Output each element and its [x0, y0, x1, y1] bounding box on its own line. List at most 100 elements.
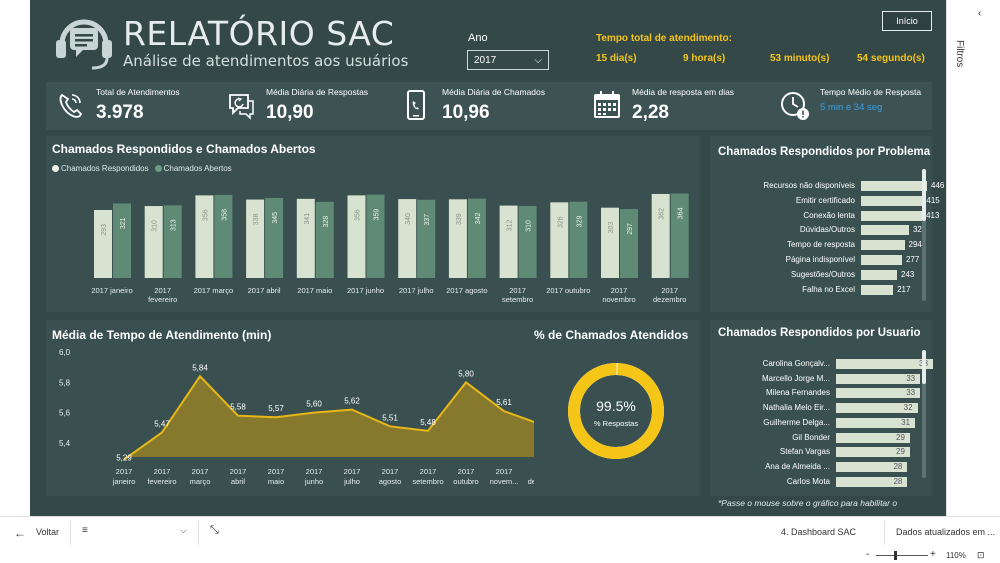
donut-panel[interactable]: % de Chamados Atendidos 99.5% % Resposta… [534, 320, 700, 496]
kpi-bar: Total de Atendimentos 3.978 Média Diária… [46, 82, 932, 130]
x-tick-label: 2017 julho [399, 286, 434, 295]
time-chart-panel[interactable]: Média de Tempo de Atendimento (min) 6,0 5… [46, 320, 534, 496]
x-tick-label: 2017 [154, 467, 171, 476]
clock-alert-icon [781, 92, 809, 120]
users-scrollbar[interactable] [922, 350, 926, 478]
users-bar-chart[interactable]: Carolina Gonçalv...38Marcello Jorge M...… [710, 320, 933, 496]
back-arrow-icon[interactable]: ← [14, 526, 26, 540]
hbar[interactable] [861, 210, 923, 221]
data-label: 326 [557, 216, 564, 228]
hbar[interactable] [836, 461, 908, 472]
bar-respondidos [144, 206, 163, 278]
zoom-slider-thumb[interactable] [894, 551, 897, 560]
x-tick-label: novem... [490, 477, 519, 486]
bar-value-label: 31 [901, 417, 911, 427]
data-label: 5,80 [458, 369, 474, 378]
bar-abertos [163, 205, 182, 278]
pages-menu-icon[interactable]: ≡ [82, 525, 88, 536]
data-label: 5,60 [306, 400, 322, 409]
hbar[interactable] [836, 359, 933, 369]
x-tick-label: 2017 [661, 286, 678, 295]
data-label: 342 [475, 213, 482, 225]
chevron-down-icon: ⌵ [534, 54, 542, 66]
hbar[interactable] [861, 269, 897, 280]
legend-item-abertos[interactable]: Chamados Abertos [154, 164, 232, 173]
data-label: 5,61 [496, 398, 512, 407]
x-tick-label: abril [231, 477, 246, 486]
x-tick-label: fevereiro [148, 295, 177, 304]
monthly-chart-panel[interactable]: Chamados Respondidos e Chamados Abertos … [46, 136, 700, 312]
x-tick-label: maio [268, 477, 284, 486]
x-tick-label: novembro [602, 295, 635, 304]
data-label: 362 [659, 208, 666, 220]
bar-abertos [315, 201, 334, 278]
bar-abertos [569, 201, 588, 278]
filters-pane-collapsed[interactable]: ‹ Filtros [946, 0, 1000, 516]
y-tick-label: 5,6 [59, 409, 71, 418]
problems-chart-panel[interactable]: Chamados Respondidos por Problema Recurs… [710, 136, 944, 312]
users-chart-hint: *Passe o mouse sobre o gráfico para habi… [718, 498, 898, 508]
hbar[interactable] [836, 476, 908, 487]
fit-to-page-icon[interactable]: ⊡ [977, 550, 985, 560]
zoom-slider-track[interactable] [876, 555, 928, 556]
bar-abertos [518, 206, 537, 278]
zoom-out-button[interactable]: - [866, 549, 870, 560]
collapse-icon[interactable]: ⤡ [210, 524, 219, 536]
donut-value: 99.5% [596, 398, 636, 414]
hbar[interactable] [861, 225, 909, 236]
hbar[interactable] [836, 373, 921, 384]
hbar[interactable] [861, 255, 902, 265]
bar-category-label: Milena Fernandes [765, 388, 830, 398]
problems-scrollbar[interactable] [922, 169, 926, 301]
data-label: 338 [253, 213, 260, 225]
problems-bar-chart[interactable]: Recursos não disponíveis 446 Emitir certif… [710, 136, 944, 312]
data-label: 5,51 [382, 413, 398, 422]
x-tick-label: setembro [502, 295, 533, 304]
users-scroll-thumb[interactable] [922, 350, 926, 384]
chevron-left-icon[interactable]: ‹ [978, 8, 982, 19]
bar-respondidos [601, 207, 619, 278]
year-filter-dropdown[interactable]: 2017 ⌵ [467, 50, 549, 70]
bar-abertos [265, 197, 284, 278]
bar-category-label: Guilherme Delga... [763, 417, 830, 427]
hbar[interactable] [861, 240, 905, 251]
legend-item-respondidos[interactable]: Chamados Respondidos [52, 164, 149, 173]
time-area-chart[interactable]: 6,0 5,8 5,6 5,4 5,29 5,47 5,84 5,58 5,57 5,60 5,62… [46, 320, 534, 496]
bar-value-label: 32 [903, 403, 913, 413]
problems-scroll-thumb[interactable] [922, 169, 926, 221]
hbar[interactable] [836, 403, 918, 414]
data-label: 297 [627, 223, 634, 235]
x-tick-label: 2017 [230, 467, 247, 476]
data-label: 356 [355, 209, 362, 221]
monthly-chart-title: Chamados Respondidos e Chamados Abertos [52, 142, 316, 156]
bar-abertos [214, 194, 233, 278]
bar-respondidos [195, 195, 214, 278]
divider [198, 521, 199, 545]
x-tick-label: julho [343, 477, 360, 486]
data-label: 5,84 [192, 363, 208, 372]
chat-refresh-icon [229, 94, 254, 120]
bar-respondidos [246, 199, 265, 278]
home-button[interactable]: Início [882, 11, 932, 31]
hbar[interactable] [861, 181, 927, 191]
answered-donut-chart[interactable]: 99.5% % Respostas [534, 320, 700, 496]
hbar[interactable] [836, 417, 916, 428]
users-chart-panel[interactable]: Chamados Respondidos por Usuario Carolin… [710, 320, 933, 508]
donut-title: % de Chamados Atendidos [534, 328, 689, 342]
zoom-in-button[interactable]: + [930, 549, 936, 560]
hbar[interactable] [836, 432, 911, 443]
total-time-label: Tempo total de atendimento: [596, 33, 732, 44]
hbar[interactable] [836, 388, 921, 399]
x-tick-label: outubro [453, 477, 478, 486]
x-tick-label: agosto [379, 477, 402, 486]
filters-pane-label[interactable]: Filtros [954, 40, 965, 68]
back-button[interactable]: Voltar [36, 527, 60, 537]
hbar[interactable] [861, 195, 923, 206]
area-line [123, 374, 534, 461]
chevron-down-icon[interactable]: ⌵ [180, 525, 187, 535]
hbar[interactable] [861, 284, 894, 295]
kpi-value: 2,28 [632, 102, 669, 123]
data-updated-label[interactable]: Dados atualizados em ... [896, 527, 996, 537]
hbar[interactable] [836, 447, 911, 458]
